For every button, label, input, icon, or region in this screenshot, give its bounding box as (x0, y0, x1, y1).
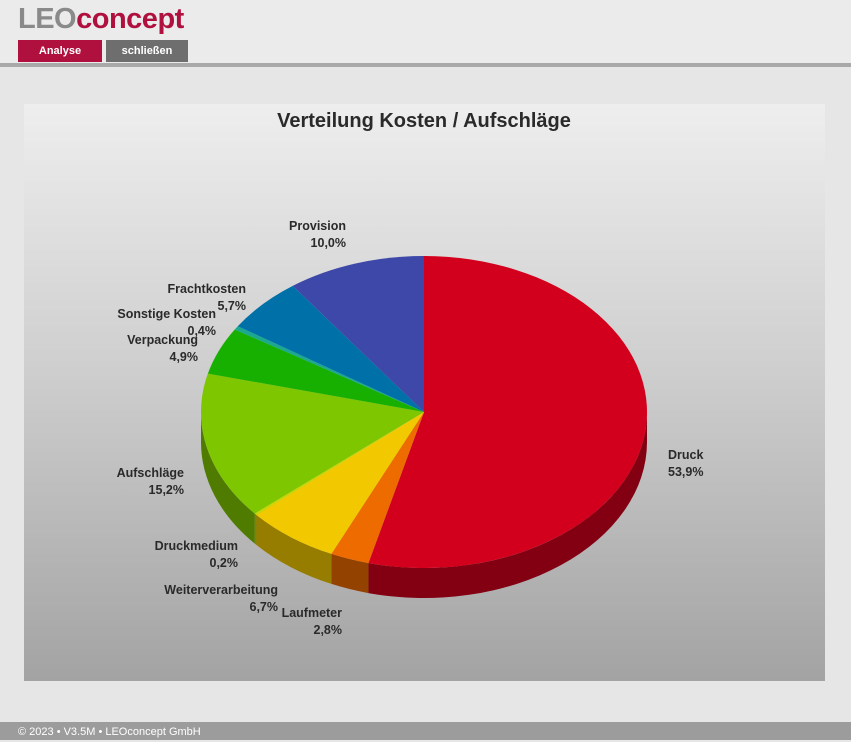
slice-label-provision: Provision (289, 219, 346, 233)
slice-label-verpackung: Verpackung (127, 333, 198, 347)
slice-value-weiterverarbeitung: 6,7% (250, 600, 279, 614)
slice-label-druck: Druck (668, 448, 703, 462)
slice-label-frachtkosten: Frachtkosten (168, 282, 247, 296)
slice-druckmedium[interactable] (254, 412, 424, 515)
slice-value-aufschlaege: 15,2% (149, 483, 184, 497)
slice-label-laufmeter: Laufmeter (282, 606, 343, 620)
slice-weiterverarbeitung[interactable] (256, 412, 424, 554)
slice-verpackung[interactable] (207, 329, 424, 412)
slice-value-verpackung: 4,9% (170, 350, 199, 364)
slice-value-sonstige-kosten: 0,4% (188, 324, 217, 338)
slice-druck[interactable] (368, 256, 648, 568)
slice-sonstige-kosten[interactable] (234, 326, 424, 412)
logo-concept: concept (76, 3, 184, 35)
slice-value-druckmedium: 0,2% (210, 556, 239, 570)
slice-value-frachtkosten: 5,7% (218, 299, 247, 313)
slice-side-druckmedium (254, 513, 257, 545)
footer: © 2023 • V3.5M • LEOconcept GmbH (0, 722, 851, 740)
slice-side-weiterverarbeitung (256, 514, 332, 584)
app-header: LEOconcept Analyse schließen (0, 0, 851, 64)
chart-title: Verteilung Kosten / Aufschläge (277, 110, 571, 132)
slice-provision[interactable] (292, 256, 424, 412)
slice-label-druckmedium: Druckmedium (155, 539, 238, 553)
tab-analyse[interactable]: Analyse (18, 40, 102, 62)
slice-laufmeter[interactable] (331, 412, 424, 564)
close-button[interactable]: schließen (106, 40, 188, 62)
chart-panel: Verteilung Kosten / Aufschläge Druck 53,9… (24, 104, 825, 681)
pie-slices (200, 256, 648, 568)
slice-side-laufmeter (331, 553, 369, 594)
slice-value-laufmeter: 2,8% (314, 623, 343, 637)
pie-chart: Verteilung Kosten / Aufschläge Druck 53,9… (117, 110, 704, 637)
slice-frachtkosten[interactable] (237, 285, 424, 412)
slice-value-druck: 53,9% (668, 465, 703, 479)
leoconcept-logo: LEOconcept (18, 2, 184, 36)
slice-label-weiterverarbeitung: Weiterverarbeitung (164, 583, 278, 597)
slice-label-aufschlaege: Aufschläge (117, 466, 184, 480)
slice-side-druck (368, 412, 647, 598)
slice-label-sonstige-kosten: Sonstige Kosten (117, 307, 216, 321)
slice-side-aufschlaege (201, 412, 255, 544)
pie-labels: Druck 53,9% Laufmeter 2,8% Weiterverarbeitun… (117, 219, 704, 637)
logo-leo: LEO (18, 3, 77, 35)
header-divider (0, 63, 851, 67)
pie-3d-sides (201, 412, 647, 598)
slice-aufschlaege[interactable] (200, 373, 424, 514)
slice-value-provision: 10,0% (311, 236, 346, 250)
